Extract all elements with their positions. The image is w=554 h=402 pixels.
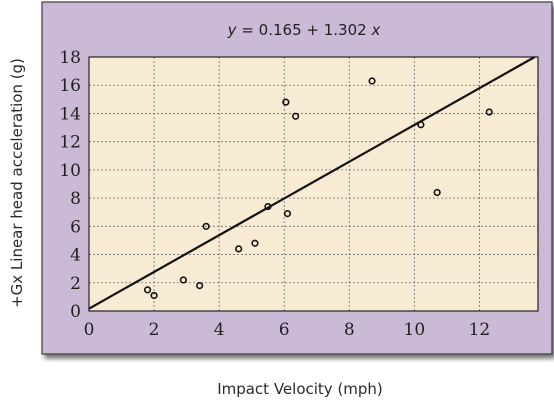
data-point	[368, 77, 376, 85]
data-point	[485, 108, 493, 116]
data-point	[264, 202, 272, 211]
regression-line	[88, 56, 536, 310]
data-point	[202, 222, 210, 230]
y-tick-label: 0	[70, 302, 81, 322]
x-tick-label: 8	[344, 320, 355, 340]
data-point	[282, 98, 290, 106]
y-tick-label: 18	[59, 48, 81, 68]
plot-area	[89, 57, 538, 311]
x-tick-label: 4	[214, 320, 225, 340]
x-tick-label: 6	[279, 320, 290, 340]
y-tick-label: 14	[59, 104, 81, 124]
regression-line-group	[88, 56, 536, 310]
plot-frame	[88, 56, 539, 312]
y-tick-label: 4	[70, 246, 81, 266]
data-point	[143, 286, 152, 294]
y-axis-title: +Gx Linear head acceleration (g)	[8, 58, 26, 308]
data-point	[433, 188, 441, 197]
y-tick-label: 8	[70, 189, 81, 209]
x-tick-label: 2	[149, 320, 160, 340]
data-point	[150, 291, 158, 300]
y-tick-label: 12	[59, 133, 81, 153]
equation-var: x	[370, 21, 380, 39]
svg-text:y = 0.165 + 1.302: y = 0.165 + 1.302 x	[227, 21, 381, 39]
data-point	[283, 210, 292, 218]
data-point	[292, 112, 300, 120]
y-tick-label: 2	[70, 274, 81, 294]
equation-label: y = 0.165 + 1.302 x	[227, 21, 381, 39]
x-axis-title: Impact Velocity (mph)	[217, 380, 383, 398]
equation-lhs: y	[227, 21, 238, 39]
tick-labels: 0 2 4 6 8 10 12 0 2 4 6 8 10 12 14 16 18	[59, 48, 490, 340]
y-tick-label: 16	[59, 76, 81, 96]
data-point	[196, 282, 204, 290]
equation-rhs: = 0.165 + 1.302	[241, 21, 366, 39]
data-point	[417, 121, 425, 129]
x-tick-label: 10	[404, 320, 426, 340]
data-points	[143, 77, 493, 300]
data-point	[251, 239, 259, 247]
grid-lines	[89, 57, 538, 311]
y-tick-label: 10	[59, 161, 81, 181]
data-point	[179, 276, 187, 284]
y-tick-label: 6	[70, 217, 81, 237]
x-tick-label: 0	[84, 320, 95, 340]
x-tick-label: 12	[469, 320, 491, 340]
data-point	[235, 245, 243, 253]
